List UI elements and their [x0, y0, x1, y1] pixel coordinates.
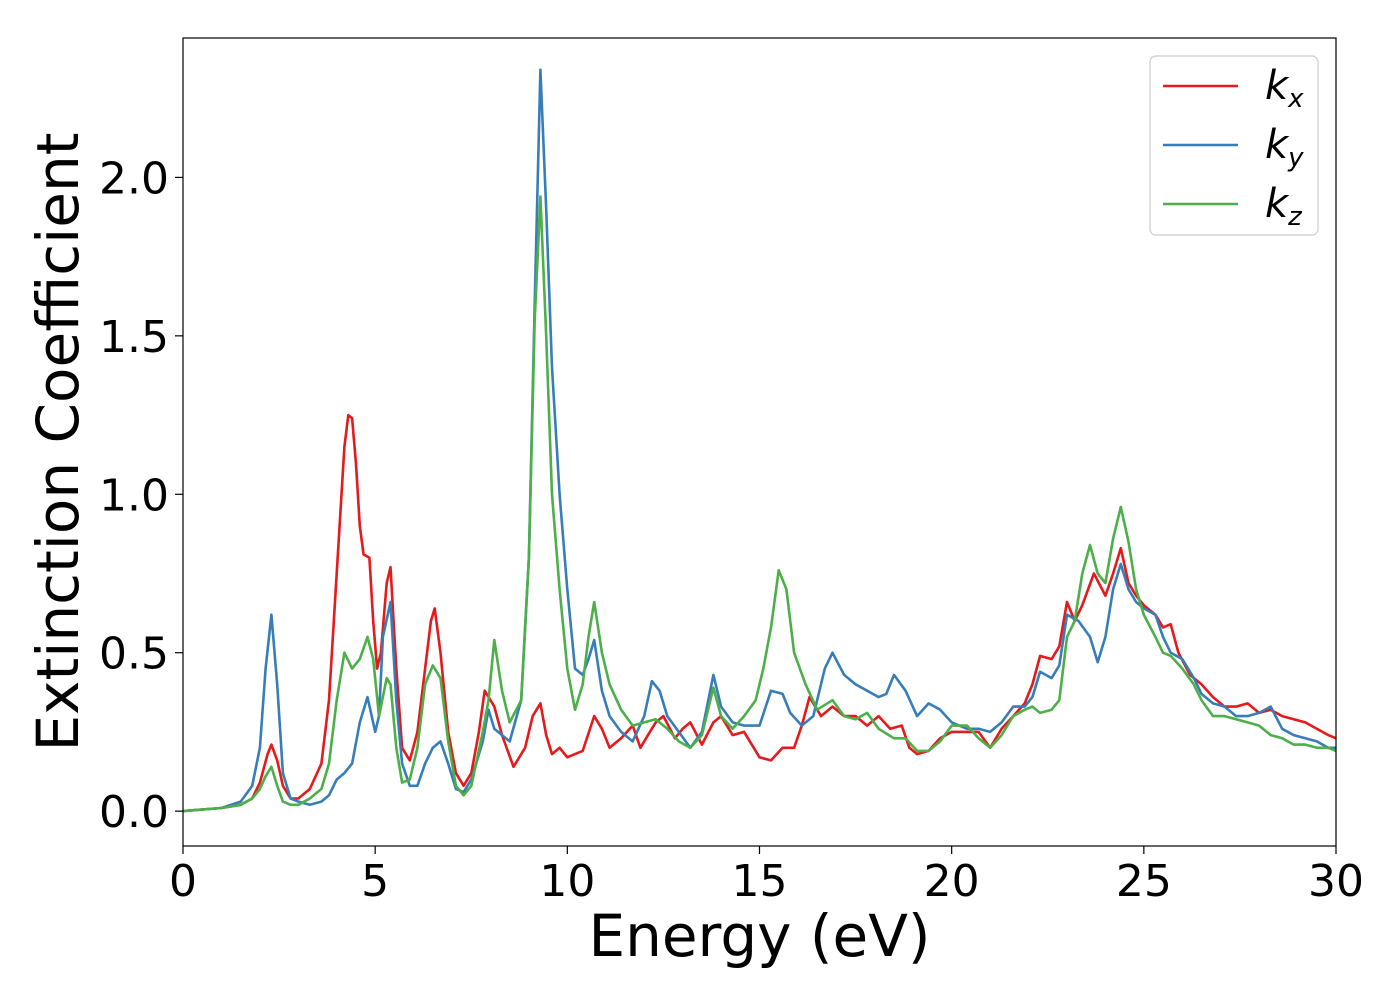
- y-tick-label: 0.5: [99, 629, 169, 680]
- series-line-kz: [182, 195, 1337, 813]
- y-tick-label: 2.0: [99, 153, 169, 204]
- x-tick-label: 15: [732, 856, 788, 907]
- y-tick-label: 1.5: [99, 312, 169, 363]
- x-tick-label: 20: [924, 856, 980, 907]
- legend: kx ky kz: [1149, 55, 1319, 236]
- x-axis-label: Energy (eV): [588, 902, 930, 970]
- y-tick-label: 0.0: [99, 787, 169, 838]
- x-tick-label: 0: [169, 856, 197, 907]
- x-tick-label: 25: [1116, 856, 1172, 907]
- x-tick-label: 10: [539, 856, 595, 907]
- legend-label-ky: ky: [1265, 122, 1304, 173]
- y-tick-label: 1.0: [99, 470, 169, 521]
- legend-label-kx: kx: [1265, 63, 1304, 114]
- series-layer: [182, 68, 1337, 813]
- x-tick-label: 30: [1308, 856, 1364, 907]
- x-tick-label: 5: [361, 856, 389, 907]
- y-axis-label: Extinction Coefficient: [24, 133, 92, 752]
- legend-label-kz: kz: [1265, 181, 1303, 232]
- x-axis: 0 5 10 15 20 25 30: [169, 846, 1364, 907]
- y-axis: 0.0 0.5 1.0 1.5 2.0: [99, 153, 183, 838]
